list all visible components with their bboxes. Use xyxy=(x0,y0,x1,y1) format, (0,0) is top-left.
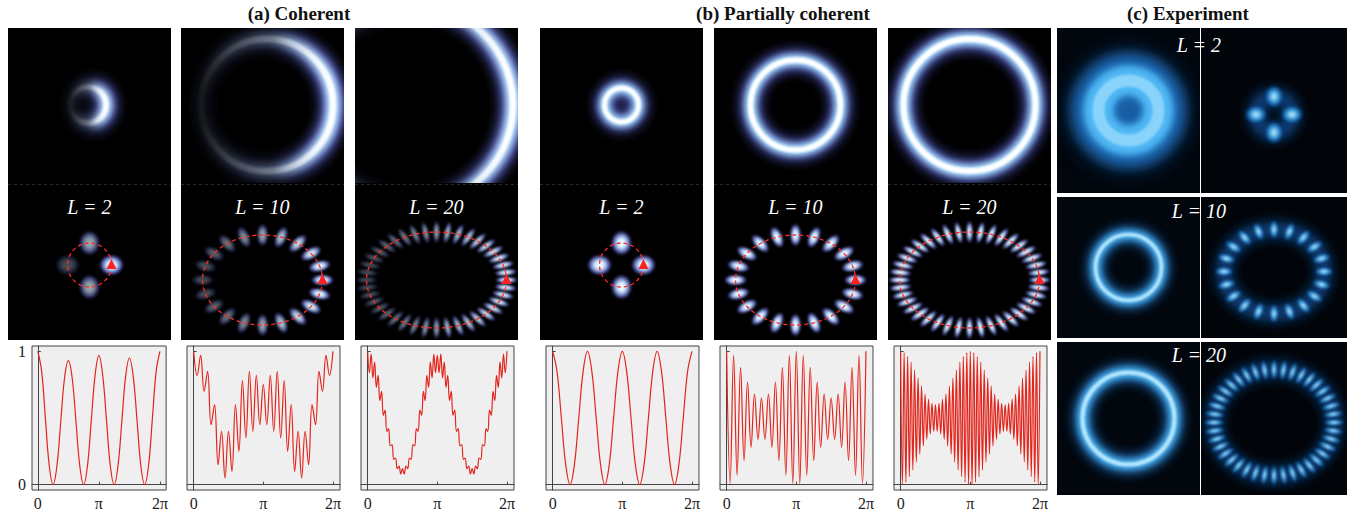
svg-text:π: π xyxy=(966,495,974,512)
svg-text:2π: 2π xyxy=(1032,495,1048,512)
svg-text:(c) Experiment: (c) Experiment xyxy=(1127,3,1250,25)
svg-text:2π: 2π xyxy=(152,495,168,512)
svg-text:L = 20: L = 20 xyxy=(941,196,996,218)
svg-text:2π: 2π xyxy=(858,495,874,512)
svg-text:0: 0 xyxy=(364,495,372,512)
svg-text:π: π xyxy=(792,495,800,512)
svg-text:π: π xyxy=(95,495,103,512)
svg-text:π: π xyxy=(259,495,267,512)
svg-text:(b) Partially coherent: (b) Partially coherent xyxy=(696,3,870,25)
svg-text:2π: 2π xyxy=(499,495,515,512)
svg-text:L = 20: L = 20 xyxy=(408,196,463,218)
svg-text:π: π xyxy=(618,495,626,512)
svg-text:L = 2: L = 2 xyxy=(66,196,111,218)
svg-text:0: 0 xyxy=(18,476,26,493)
svg-text:0: 0 xyxy=(897,495,905,512)
svg-text:2π: 2π xyxy=(684,495,700,512)
svg-text:L = 2: L = 2 xyxy=(598,196,643,218)
svg-text:L = 20: L = 20 xyxy=(1171,344,1226,366)
svg-text:0: 0 xyxy=(549,495,557,512)
svg-text:(a) Coherent: (a) Coherent xyxy=(248,3,351,25)
svg-text:0: 0 xyxy=(34,495,42,512)
svg-text:2π: 2π xyxy=(325,495,341,512)
svg-text:0: 0 xyxy=(190,495,198,512)
svg-text:L = 10: L = 10 xyxy=(767,196,822,218)
svg-text:L = 2: L = 2 xyxy=(1176,34,1221,56)
svg-text:π: π xyxy=(433,495,441,512)
svg-text:0: 0 xyxy=(723,495,731,512)
svg-text:L = 10: L = 10 xyxy=(234,196,289,218)
svg-text:L = 10: L = 10 xyxy=(1171,200,1226,222)
svg-text:1: 1 xyxy=(18,343,26,360)
